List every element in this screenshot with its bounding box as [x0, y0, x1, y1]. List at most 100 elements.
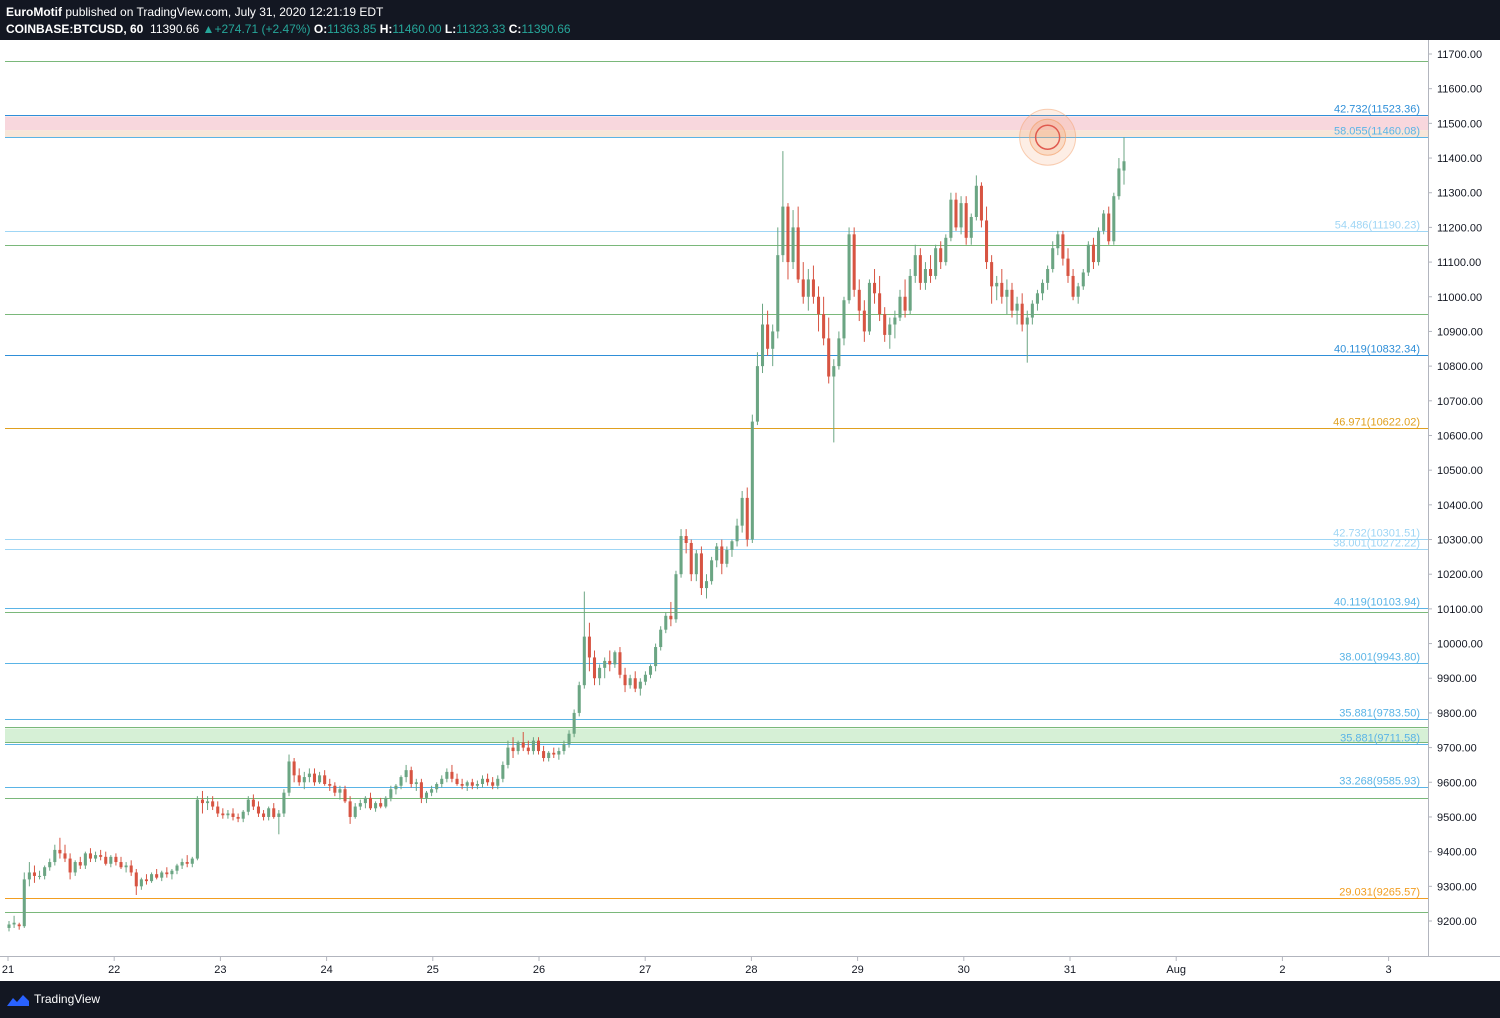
candle-134	[689, 539, 693, 582]
candle-127	[654, 643, 658, 672]
candle-123	[633, 671, 637, 693]
x-tick-label: 30	[958, 964, 970, 976]
candle-148	[760, 303, 765, 374]
candle-74	[384, 796, 388, 809]
candle-199	[1020, 293, 1024, 332]
candle-body	[190, 858, 194, 864]
candle-194	[995, 275, 999, 301]
y-tick-label: 10400.00	[1437, 500, 1483, 512]
price-chart[interactable]: 42.732(11523.36) 58.055(11460.08) 54.486(1…	[0, 40, 1500, 981]
candle-22	[119, 856, 123, 869]
candle-body	[1051, 248, 1055, 270]
candle-body	[669, 615, 673, 620]
candle-29	[155, 868, 159, 880]
candle-body	[216, 806, 220, 814]
candle-0	[7, 921, 11, 932]
price-change: +274.71 (+2.47%)	[214, 22, 311, 36]
candle-body	[898, 296, 902, 318]
candle-body	[1025, 317, 1029, 325]
candle-body	[53, 849, 57, 863]
candle-51	[267, 806, 271, 821]
candle-161	[827, 317, 831, 384]
candle-body	[27, 872, 31, 880]
candle-46	[241, 810, 245, 823]
candle-body	[73, 862, 77, 873]
candle-159	[816, 286, 821, 332]
candle-body	[623, 674, 627, 686]
candle-19	[104, 851, 108, 866]
candle-body	[226, 813, 230, 816]
candle-121	[623, 667, 627, 693]
candle-126	[648, 664, 653, 679]
candle-202	[1035, 289, 1039, 311]
candle-body	[974, 185, 978, 217]
y-tick-label: 11700.00	[1437, 49, 1482, 61]
candle-body	[944, 237, 948, 263]
candle-103	[531, 737, 535, 755]
candle-120	[618, 647, 622, 679]
candle-body	[379, 803, 383, 807]
candle-129	[664, 612, 668, 634]
candle-body	[699, 553, 703, 589]
x-tick-label: 3	[1386, 964, 1392, 976]
candle-body	[969, 216, 973, 238]
candle-body	[496, 778, 500, 786]
candle-185	[949, 192, 953, 242]
level-label-5: 42.732(10301.51)	[1333, 528, 1420, 540]
candle-48	[251, 794, 255, 811]
candle-body	[414, 782, 418, 785]
candle-164	[842, 296, 846, 346]
y-tick-label: 10900.00	[1437, 326, 1483, 338]
candle-body	[903, 296, 907, 311]
candle-131	[674, 570, 678, 623]
candle-26	[139, 877, 143, 890]
candle-body	[231, 813, 235, 817]
candle-body	[475, 784, 479, 786]
candle-166	[852, 227, 856, 297]
candle-body	[781, 206, 785, 256]
candle-body	[531, 740, 535, 752]
candle-188	[964, 196, 968, 245]
candle-201	[1030, 300, 1034, 325]
up-arrow-icon: ▲	[202, 22, 215, 36]
candle-37	[195, 796, 199, 861]
candle-101	[521, 731, 525, 752]
y-tick-label: 10500.00	[1437, 465, 1483, 477]
candle-142	[730, 539, 734, 557]
candle-200	[1025, 310, 1029, 363]
candle-169	[867, 279, 871, 335]
candle-body	[165, 872, 169, 875]
y-tick-label: 9700.00	[1437, 743, 1477, 755]
candle-body	[170, 870, 174, 875]
candle-body	[134, 872, 138, 887]
candle-body	[109, 856, 113, 864]
candle-32	[170, 868, 174, 880]
level-label-12: 29.031(9265.57)	[1339, 887, 1420, 899]
candle-body	[832, 366, 836, 377]
candle-62	[323, 770, 327, 786]
x-tick-label: 23	[214, 964, 226, 976]
candle-155	[796, 206, 800, 283]
candle-165	[847, 227, 851, 304]
candle-body	[847, 234, 851, 301]
candle-63	[328, 778, 332, 791]
candle-94	[486, 773, 490, 786]
level-label-8: 38.001(9943.80)	[1339, 652, 1420, 664]
close-label: C:	[508, 22, 522, 36]
level-label-11: 33.268(9585.93)	[1339, 776, 1420, 788]
candle-96	[496, 775, 500, 790]
candle-7	[43, 865, 47, 880]
candle-137	[704, 574, 709, 599]
candle-body	[358, 803, 362, 807]
author-name[interactable]: EuroMotif	[6, 5, 62, 19]
candle-114	[587, 622, 591, 672]
brand-name[interactable]: TradingView	[34, 992, 101, 1006]
x-tick-label: 2	[1279, 964, 1285, 976]
candle-113	[582, 591, 586, 689]
candle-172	[883, 307, 887, 342]
tradingview-logo-icon[interactable]	[6, 992, 30, 1008]
level-label-0: 42.732(11523.36)	[1334, 104, 1420, 116]
level-label-7: 40.119(10103.94)	[1334, 597, 1420, 609]
candle-body	[22, 879, 26, 927]
candle-body	[872, 282, 877, 294]
